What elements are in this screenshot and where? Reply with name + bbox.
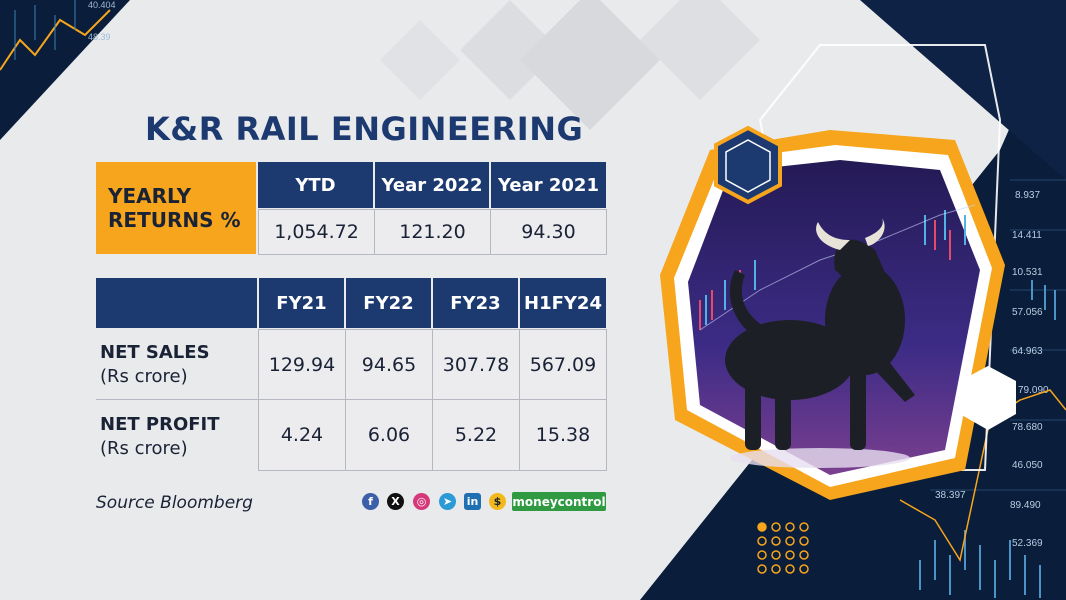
returns-header-2022: Year 2022	[375, 162, 489, 208]
financials-header-fy22: FY22	[346, 278, 431, 328]
coin-icon[interactable]: $	[489, 493, 506, 510]
telegram-icon[interactable]: ➤	[439, 493, 456, 510]
net-sales-fy23: 307.78	[432, 329, 520, 400]
returns-header-ytd: YTD	[258, 162, 373, 208]
net-sales-label: NET SALES (Rs crore)	[100, 342, 210, 387]
bull-horn	[816, 222, 850, 250]
ticker-value: 46.050	[1012, 460, 1043, 471]
bull-illustration	[725, 239, 915, 450]
ticker-value: 8.937	[1015, 190, 1040, 201]
returns-header-2021: Year 2021	[491, 162, 606, 208]
page-title: K&R RAIL ENGINEERING	[145, 110, 584, 148]
bull-horn	[865, 218, 885, 246]
returns-value-2022: 121.20	[374, 209, 491, 255]
net-sales-h1fy24: 567.09	[519, 329, 607, 400]
ticker-value: 89.490	[1010, 500, 1041, 511]
ticker-value: 57.056	[1012, 307, 1043, 318]
net-profit-fy21: 4.24	[258, 399, 346, 471]
net-sales-fy21: 129.94	[258, 329, 346, 400]
x-icon[interactable]: X	[387, 493, 404, 510]
returns-value-ytd: 1,054.72	[258, 209, 375, 255]
financials-header-corner	[96, 278, 257, 328]
ticker-value: 78.680	[1012, 422, 1043, 433]
financials-header-h1fy24: H1FY24	[520, 278, 606, 328]
financials-header-fy23: FY23	[433, 278, 518, 328]
net-profit-fy23: 5.22	[432, 399, 520, 471]
ticker-value: 64.963	[1012, 346, 1043, 357]
ticker-value: 79.090	[1018, 385, 1049, 396]
linkedin-icon[interactable]: in	[464, 493, 481, 510]
source-note: Source Bloomberg	[96, 493, 253, 513]
moneycontrol-logo: moneycontrol	[512, 492, 606, 511]
ticker-value: 14.411	[1012, 230, 1042, 241]
ticker-value: 48.39	[88, 32, 111, 42]
ticker-value: 38.397	[935, 490, 966, 501]
ticker-value: 10.531	[1012, 267, 1043, 278]
row-divider	[96, 399, 258, 400]
instagram-icon[interactable]: ◎	[413, 493, 430, 510]
yearly-returns-label: YEARLY RETURNS %	[96, 162, 256, 254]
returns-value-2021: 94.30	[490, 209, 607, 255]
net-profit-label: NET PROFIT (Rs crore)	[100, 414, 220, 459]
ticker-value: 52.369	[1012, 538, 1043, 549]
net-profit-h1fy24: 15.38	[519, 399, 607, 471]
net-sales-fy22: 94.65	[345, 329, 433, 400]
ticker-value: 40.404	[88, 0, 116, 10]
net-profit-fy22: 6.06	[345, 399, 433, 471]
financials-header-fy21: FY21	[259, 278, 344, 328]
facebook-icon[interactable]: f	[362, 493, 379, 510]
